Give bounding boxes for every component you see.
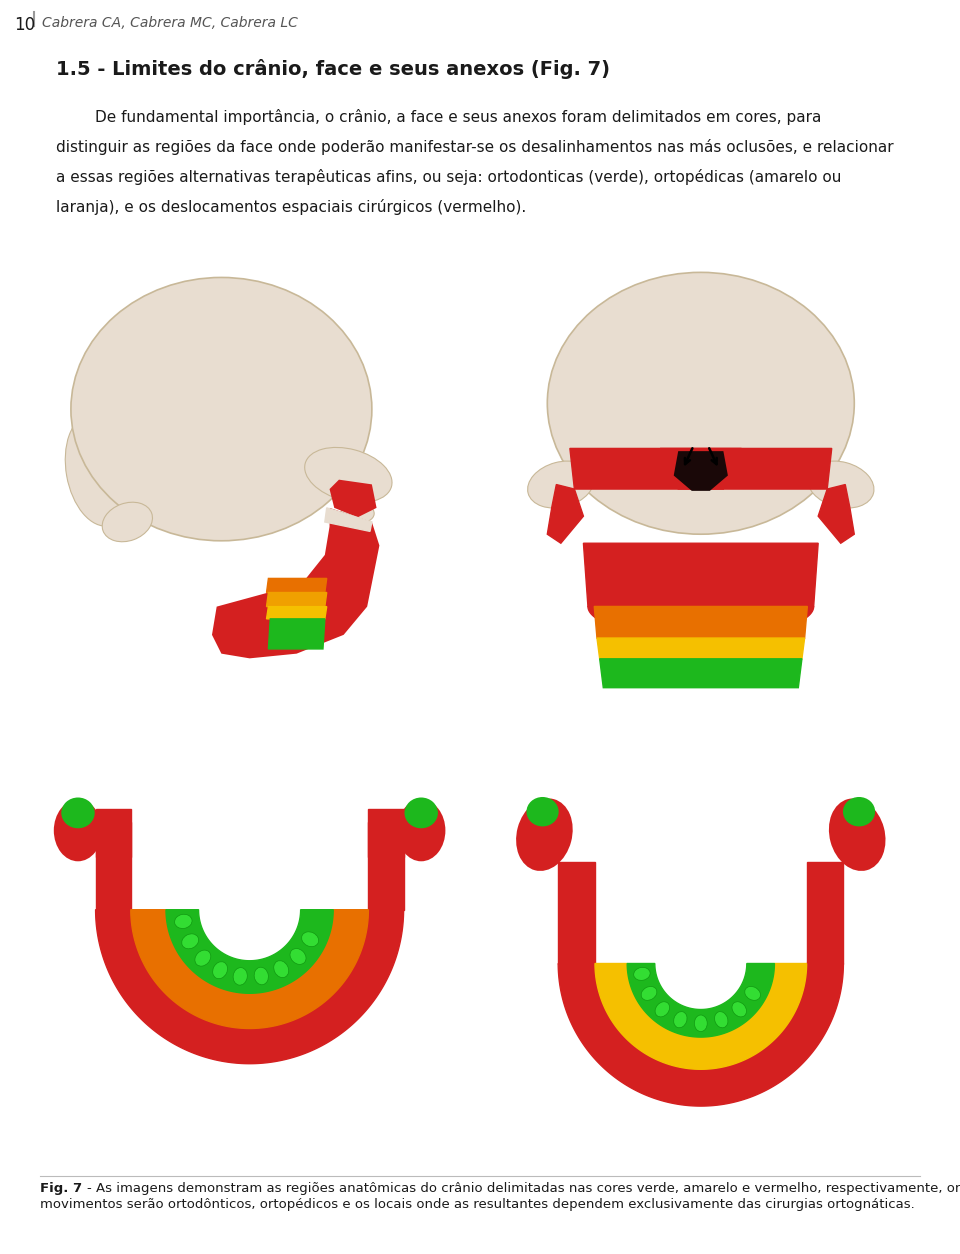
Polygon shape xyxy=(594,607,807,638)
Ellipse shape xyxy=(694,1014,708,1032)
Polygon shape xyxy=(547,484,584,543)
Polygon shape xyxy=(96,909,403,1063)
Polygon shape xyxy=(558,963,844,1106)
Polygon shape xyxy=(369,821,403,909)
Ellipse shape xyxy=(233,968,248,986)
Polygon shape xyxy=(269,619,324,650)
Polygon shape xyxy=(212,508,379,658)
Text: Cabrera CA, Cabrera MC, Cabrera LC: Cabrera CA, Cabrera MC, Cabrera LC xyxy=(42,16,298,30)
Ellipse shape xyxy=(828,799,885,872)
Polygon shape xyxy=(324,508,372,532)
Ellipse shape xyxy=(516,799,573,872)
Text: - As imagens demonstram as regiões anatômicas do crânio delimitadas nas cores ve: - As imagens demonstram as regiões anatô… xyxy=(87,1183,960,1195)
Ellipse shape xyxy=(175,914,192,928)
Polygon shape xyxy=(600,658,802,687)
Text: 10: 10 xyxy=(14,16,36,34)
Ellipse shape xyxy=(304,448,392,503)
Text: distinguir as regiões da face onde poderão manifestar-se os desalinhamentos nas : distinguir as regiões da face onde poder… xyxy=(56,139,894,155)
Ellipse shape xyxy=(745,987,760,1001)
Polygon shape xyxy=(818,484,854,543)
Ellipse shape xyxy=(641,987,657,1001)
Ellipse shape xyxy=(54,800,102,861)
Polygon shape xyxy=(595,963,806,1070)
Text: movimentos serão ortodônticos, ortopédicos e os locais onde as resultantes depen: movimentos serão ortodônticos, ortopédic… xyxy=(40,1198,915,1211)
Polygon shape xyxy=(369,809,403,856)
Ellipse shape xyxy=(807,461,874,508)
Ellipse shape xyxy=(634,967,650,981)
Ellipse shape xyxy=(213,962,228,978)
Ellipse shape xyxy=(732,1002,747,1017)
Ellipse shape xyxy=(71,277,372,540)
Ellipse shape xyxy=(674,1012,687,1028)
Ellipse shape xyxy=(843,798,876,826)
Ellipse shape xyxy=(181,934,199,949)
Polygon shape xyxy=(597,638,804,658)
Polygon shape xyxy=(96,809,131,856)
Ellipse shape xyxy=(102,502,153,542)
Text: a essas regiões alternativas terapêuticas afins, ou seja: ortodonticas (verde), : a essas regiões alternativas terapêutica… xyxy=(56,169,841,186)
Polygon shape xyxy=(96,821,131,909)
Text: De fundamental importância, o crânio, a face e seus anexos foram delimitados em : De fundamental importância, o crânio, a … xyxy=(56,109,822,125)
Polygon shape xyxy=(267,593,326,607)
Polygon shape xyxy=(584,543,818,607)
Polygon shape xyxy=(131,909,369,1028)
Polygon shape xyxy=(267,578,326,593)
Ellipse shape xyxy=(714,1012,728,1028)
Ellipse shape xyxy=(547,272,854,534)
Ellipse shape xyxy=(254,967,269,984)
Polygon shape xyxy=(558,863,595,963)
Text: 1.5 - Limites do crânio, face e seus anexos (Fig. 7): 1.5 - Limites do crânio, face e seus ane… xyxy=(56,59,610,79)
Ellipse shape xyxy=(274,961,289,978)
Ellipse shape xyxy=(342,502,374,523)
Ellipse shape xyxy=(195,951,211,966)
Ellipse shape xyxy=(61,798,95,829)
Ellipse shape xyxy=(526,798,559,826)
Polygon shape xyxy=(588,607,814,638)
Polygon shape xyxy=(570,449,831,489)
Polygon shape xyxy=(660,449,741,466)
Text: laranja), e os deslocamentos espaciais cirúrgicos (vermelho).: laranja), e os deslocamentos espaciais c… xyxy=(56,199,526,214)
Polygon shape xyxy=(267,607,326,619)
Polygon shape xyxy=(329,479,376,517)
Polygon shape xyxy=(627,963,775,1037)
Ellipse shape xyxy=(397,800,445,861)
Ellipse shape xyxy=(404,798,438,829)
Polygon shape xyxy=(166,909,333,993)
Text: Fig. 7: Fig. 7 xyxy=(40,1183,83,1195)
Polygon shape xyxy=(674,466,728,489)
Ellipse shape xyxy=(290,948,306,964)
Ellipse shape xyxy=(65,414,133,527)
Ellipse shape xyxy=(528,461,594,508)
Ellipse shape xyxy=(655,1002,670,1017)
Ellipse shape xyxy=(301,932,319,947)
Polygon shape xyxy=(674,451,728,490)
Polygon shape xyxy=(806,863,844,963)
